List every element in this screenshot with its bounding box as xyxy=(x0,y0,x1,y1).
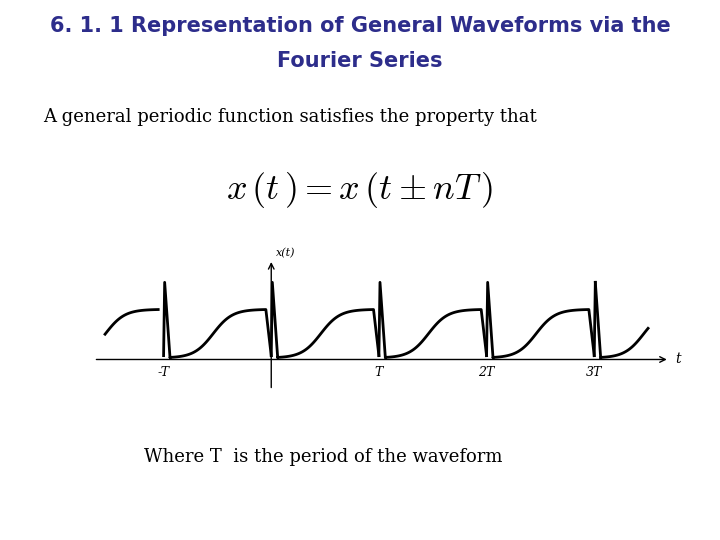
Text: 3T: 3T xyxy=(586,366,603,379)
Text: $x\,(t\,) = x\,(t \pm nT\,)$: $x\,(t\,) = x\,(t \pm nT\,)$ xyxy=(226,170,494,210)
Text: 2T: 2T xyxy=(478,366,495,379)
Text: A general periodic function satisfies the property that: A general periodic function satisfies th… xyxy=(43,108,537,126)
Text: Fourier Series: Fourier Series xyxy=(277,51,443,71)
Text: t: t xyxy=(675,353,680,367)
Text: 6. 1. 1 Representation of General Waveforms via the: 6. 1. 1 Representation of General Wavefo… xyxy=(50,16,670,36)
Text: -T: -T xyxy=(158,366,170,379)
Text: x(t): x(t) xyxy=(276,248,295,259)
Text: Where T  is the period of the waveform: Where T is the period of the waveform xyxy=(144,448,503,466)
Text: T: T xyxy=(374,366,383,379)
